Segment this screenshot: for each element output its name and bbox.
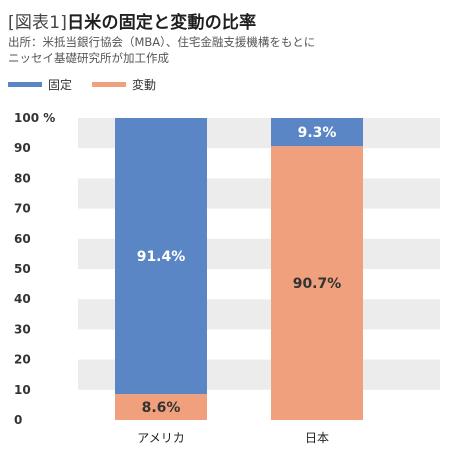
y-tick-label: 50 bbox=[14, 262, 31, 276]
bar-segment bbox=[271, 118, 363, 147]
y-tick-label: 0 bbox=[14, 413, 22, 427]
data-label: 90.7% bbox=[293, 276, 342, 292]
category-label: 日本 bbox=[305, 431, 329, 445]
figure-tag: [図表1] bbox=[8, 13, 68, 33]
legend-swatch-fixed bbox=[8, 82, 42, 87]
category-label: アメリカ bbox=[137, 431, 184, 445]
source-note-line-1: 出所：米抵当銀行協会（MBA）、住宅金融支援機構をもとに bbox=[8, 35, 316, 49]
y-tick-label: 80 bbox=[14, 171, 31, 185]
y-tick-label: 70 bbox=[14, 202, 31, 216]
bar-segment bbox=[115, 118, 207, 395]
y-tick-label: 10 bbox=[14, 383, 31, 397]
y-tick-label: 60 bbox=[14, 232, 31, 246]
source-note-line-2: ニッセイ基礎研究所が加工作成 bbox=[8, 51, 169, 65]
y-tick-label: 90 bbox=[14, 141, 31, 155]
legend: 固定 変動 bbox=[8, 76, 176, 93]
data-label: 9.3% bbox=[298, 125, 337, 141]
bar-segment bbox=[115, 394, 207, 420]
y-tick-label: 20 bbox=[14, 353, 31, 367]
legend-label-variable: 変動 bbox=[132, 78, 157, 92]
chart-title: [図表1]日米の固定と変動の比率 bbox=[8, 8, 256, 33]
y-tick-label: 100 % bbox=[14, 111, 55, 125]
legend-item-variable: 変動 bbox=[92, 76, 156, 93]
y-tick-label: 40 bbox=[14, 292, 31, 306]
legend-item-fixed: 固定 bbox=[8, 76, 72, 93]
y-tick-label: 30 bbox=[14, 322, 31, 336]
data-label: 91.4% bbox=[137, 249, 186, 265]
legend-label-fixed: 固定 bbox=[48, 78, 73, 92]
legend-swatch-variable bbox=[92, 82, 127, 87]
bar-segment bbox=[271, 146, 363, 420]
title-text: 日米の固定と変動の比率 bbox=[67, 13, 257, 33]
data-label: 8.6% bbox=[142, 400, 181, 416]
